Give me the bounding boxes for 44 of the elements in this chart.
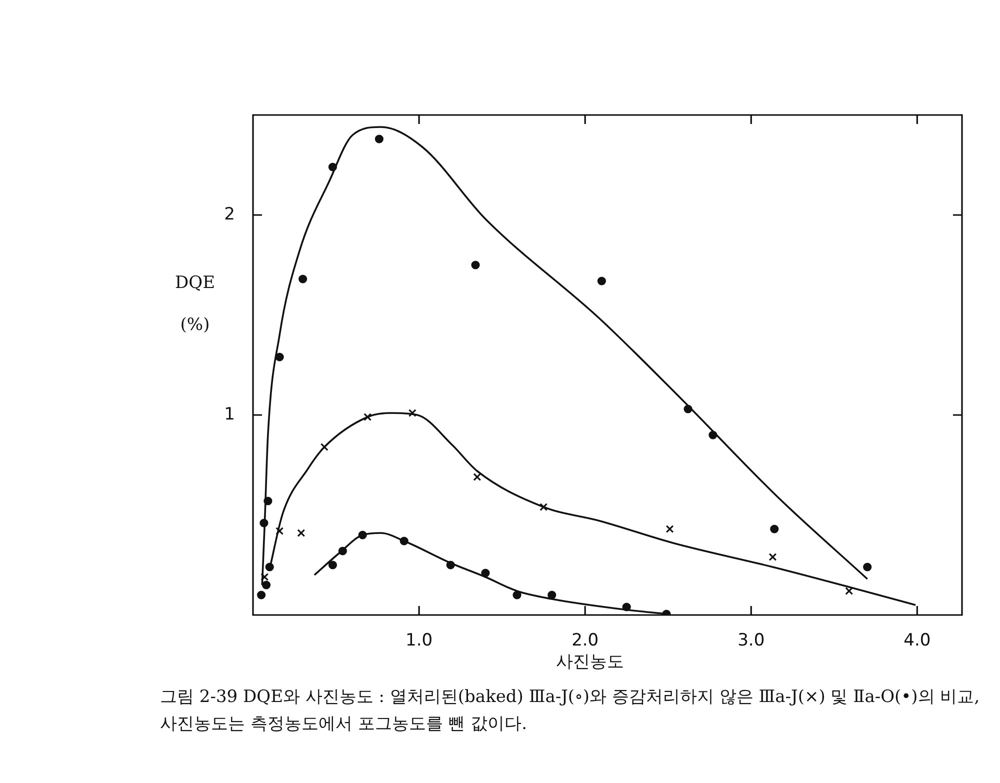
point — [298, 274, 308, 284]
point — [276, 527, 284, 535]
point — [768, 553, 777, 561]
x-tick-label: 3.0 — [738, 630, 765, 651]
point — [845, 587, 854, 595]
point — [863, 562, 872, 572]
point — [540, 503, 548, 511]
text: DQE (%) — [175, 273, 215, 335]
x-tick-label: 1.0 — [406, 630, 433, 651]
x-tick-label: 2.0 — [572, 630, 599, 651]
point — [471, 260, 480, 270]
y-tick-label: 1 — [224, 404, 235, 424]
point — [328, 560, 337, 570]
point — [481, 568, 490, 578]
point — [275, 352, 284, 362]
point — [262, 580, 271, 590]
point — [770, 524, 779, 534]
point — [265, 562, 274, 572]
point — [597, 276, 606, 286]
point — [328, 162, 337, 172]
point — [446, 560, 455, 570]
point — [374, 134, 384, 144]
point — [260, 573, 269, 581]
point — [548, 590, 556, 600]
x-tick-label: 4.0 — [904, 630, 931, 651]
point — [260, 518, 268, 528]
point — [473, 473, 482, 481]
y-tick-label: 2 — [224, 204, 235, 224]
point — [320, 443, 328, 451]
point — [512, 590, 522, 600]
point — [358, 530, 367, 540]
point — [364, 413, 372, 421]
point — [400, 536, 408, 546]
point — [708, 430, 718, 440]
point — [264, 496, 272, 506]
point — [666, 525, 674, 533]
point — [297, 529, 306, 537]
point — [257, 590, 266, 600]
point — [338, 546, 347, 556]
x-axis-title: 사진농도 — [555, 651, 625, 673]
point — [622, 602, 631, 612]
point — [408, 409, 416, 417]
point — [684, 404, 692, 414]
caption: 그림 2-39 DQE와 사진농도 : 열처리된(baked) Ⅲa-J(∘)와 증감처리하지 않은 Ⅲa-J(×) 및 Ⅱa-O(•)의 비교, 사진농도는 측정농도에서 포그농도를 뺀 값이다. — [160, 686, 981, 736]
